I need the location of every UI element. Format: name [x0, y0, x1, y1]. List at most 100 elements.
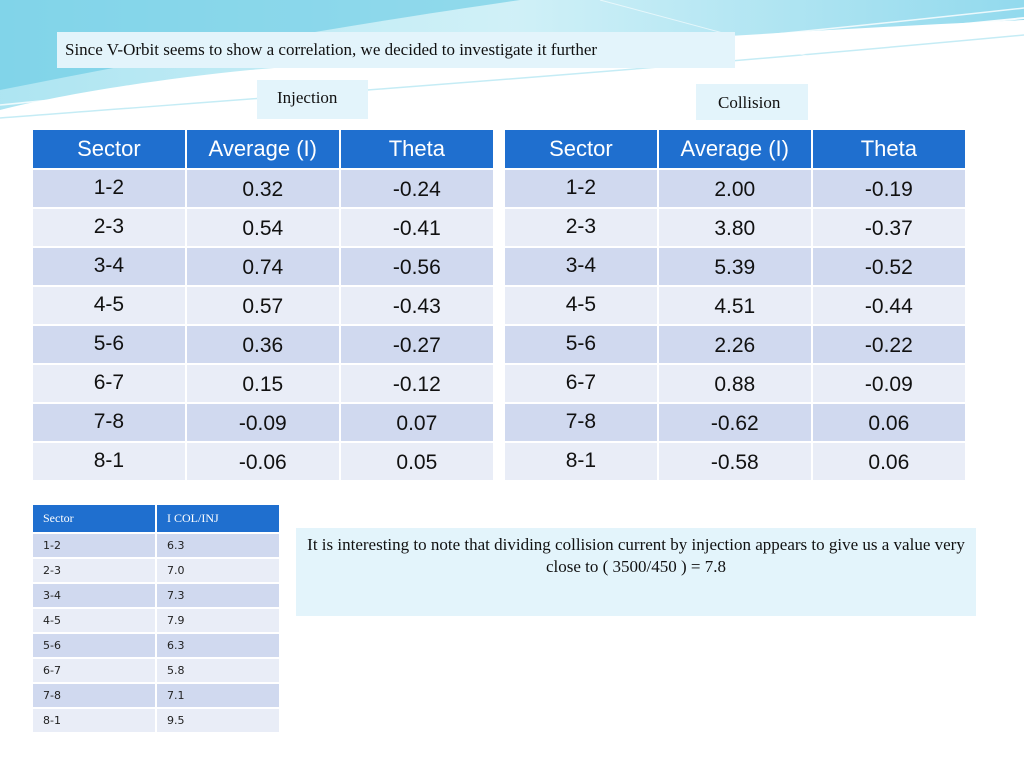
- average-cell: 0.88: [656, 363, 813, 404]
- table-row: 4-5 0.57 -0.43: [31, 285, 496, 326]
- table-row: 3-4 5.39 -0.52: [503, 246, 968, 287]
- table-row: 1-2 0.32 -0.24: [31, 168, 496, 209]
- header-theta: Theta: [338, 128, 496, 170]
- table-row: 2-3 0.54 -0.41: [31, 207, 496, 248]
- average-cell: -0.62: [656, 402, 813, 443]
- ratio-table: Sector I COL/INJ 1-2 6.3 2-3 7.0 3-4 7.3 4-…: [31, 503, 281, 734]
- table-row: 7-8 -0.62 0.06: [503, 402, 968, 443]
- table-row: 4-5 4.51 -0.44: [503, 285, 968, 326]
- theta-cell: 0.05: [338, 441, 496, 482]
- table-row: 5-6 2.26 -0.22: [503, 324, 968, 365]
- sector-cell: 7-8: [31, 682, 157, 709]
- table-row: 7-8 -0.09 0.07: [31, 402, 496, 443]
- table-header-row: Sector Average (I) Theta: [31, 128, 496, 170]
- theta-cell: -0.22: [810, 324, 968, 365]
- sector-cell: 6-7: [31, 657, 157, 684]
- sector-cell: 4-5: [503, 285, 659, 326]
- theta-cell: -0.09: [810, 363, 968, 404]
- average-cell: -0.06: [184, 441, 341, 482]
- average-cell: 2.26: [656, 324, 813, 365]
- sector-cell: 6-7: [31, 363, 187, 404]
- ratio-cell: 7.1: [155, 682, 281, 709]
- sector-cell: 2-3: [503, 207, 659, 248]
- header-average: Average (I): [184, 128, 341, 170]
- average-cell: 2.00: [656, 168, 813, 209]
- table-row: 1-2 6.3: [31, 532, 281, 559]
- sector-cell: 7-8: [31, 402, 187, 443]
- average-cell: 0.36: [184, 324, 341, 365]
- table-row: 5-6 6.3: [31, 632, 281, 659]
- average-cell: 0.15: [184, 363, 341, 404]
- average-cell: -0.58: [656, 441, 813, 482]
- sector-cell: 3-4: [503, 246, 659, 287]
- theta-cell: -0.56: [338, 246, 496, 287]
- average-cell: 5.39: [656, 246, 813, 287]
- sector-cell: 2-3: [31, 557, 157, 584]
- sector-cell: 7-8: [503, 402, 659, 443]
- theta-cell: -0.12: [338, 363, 496, 404]
- sector-cell: 1-2: [31, 532, 157, 559]
- theta-cell: 0.06: [810, 402, 968, 443]
- header-sector: Sector: [31, 128, 187, 170]
- sector-cell: 1-2: [503, 168, 659, 209]
- theta-cell: -0.37: [810, 207, 968, 248]
- sector-cell: 3-4: [31, 246, 187, 287]
- table-header-row: Sector Average (I) Theta: [503, 128, 968, 170]
- header-theta: Theta: [810, 128, 968, 170]
- average-cell: 3.80: [656, 207, 813, 248]
- header-sector: Sector: [31, 503, 157, 534]
- note-text: It is interesting to note that dividing …: [296, 528, 976, 616]
- table-row: 6-7 0.15 -0.12: [31, 363, 496, 404]
- table-row: 8-1 9.5: [31, 707, 281, 734]
- ratio-cell: 5.8: [155, 657, 281, 684]
- collision-label: Collision: [696, 84, 808, 120]
- table-row: 3-4 7.3: [31, 582, 281, 609]
- table-row: 6-7 5.8: [31, 657, 281, 684]
- theta-cell: 0.07: [338, 402, 496, 443]
- header-ratio: I COL/INJ: [155, 503, 281, 534]
- ratio-cell: 7.0: [155, 557, 281, 584]
- table-row: 8-1 -0.58 0.06: [503, 441, 968, 482]
- table-row: 5-6 0.36 -0.27: [31, 324, 496, 365]
- table-row: 2-3 3.80 -0.37: [503, 207, 968, 248]
- theta-cell: -0.19: [810, 168, 968, 209]
- average-cell: 0.32: [184, 168, 341, 209]
- sector-cell: 8-1: [503, 441, 659, 482]
- table-row: 3-4 0.74 -0.56: [31, 246, 496, 287]
- header-sector: Sector: [503, 128, 659, 170]
- table-row: 2-3 7.0: [31, 557, 281, 584]
- injection-table: Sector Average (I) Theta 1-2 0.32 -0.24 2-…: [31, 128, 496, 482]
- average-cell: 0.57: [184, 285, 341, 326]
- sector-cell: 6-7: [503, 363, 659, 404]
- sector-cell: 5-6: [503, 324, 659, 365]
- table-row: 4-5 7.9: [31, 607, 281, 634]
- header-average: Average (I): [656, 128, 813, 170]
- sector-cell: 4-5: [31, 285, 187, 326]
- table-row: 6-7 0.88 -0.09: [503, 363, 968, 404]
- sector-cell: 1-2: [31, 168, 187, 209]
- injection-label: Injection: [257, 80, 368, 119]
- theta-cell: -0.41: [338, 207, 496, 248]
- ratio-cell: 9.5: [155, 707, 281, 734]
- sector-cell: 4-5: [31, 607, 157, 634]
- table-row: 7-8 7.1: [31, 682, 281, 709]
- sector-cell: 8-1: [31, 707, 157, 734]
- ratio-cell: 7.9: [155, 607, 281, 634]
- ratio-cell: 6.3: [155, 632, 281, 659]
- average-cell: 0.54: [184, 207, 341, 248]
- sector-cell: 5-6: [31, 632, 157, 659]
- table-header-row: Sector I COL/INJ: [31, 503, 281, 534]
- theta-cell: -0.44: [810, 285, 968, 326]
- collision-table: Sector Average (I) Theta 1-2 2.00 -0.19 2-…: [503, 128, 968, 482]
- sector-cell: 2-3: [31, 207, 187, 248]
- theta-cell: -0.43: [338, 285, 496, 326]
- average-cell: 4.51: [656, 285, 813, 326]
- average-cell: -0.09: [184, 402, 341, 443]
- average-cell: 0.74: [184, 246, 341, 287]
- theta-cell: -0.52: [810, 246, 968, 287]
- ratio-cell: 6.3: [155, 532, 281, 559]
- theta-cell: -0.27: [338, 324, 496, 365]
- table-row: 1-2 2.00 -0.19: [503, 168, 968, 209]
- ratio-cell: 7.3: [155, 582, 281, 609]
- slide-title: Since V-Orbit seems to show a correlatio…: [57, 32, 735, 68]
